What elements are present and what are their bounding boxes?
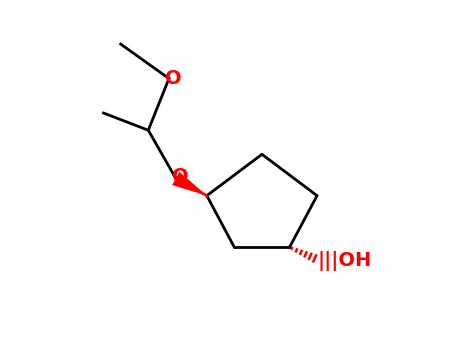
- Text: O: O: [172, 167, 188, 186]
- Text: |||OH: |||OH: [317, 251, 371, 271]
- Text: O: O: [165, 69, 182, 88]
- Polygon shape: [172, 172, 207, 196]
